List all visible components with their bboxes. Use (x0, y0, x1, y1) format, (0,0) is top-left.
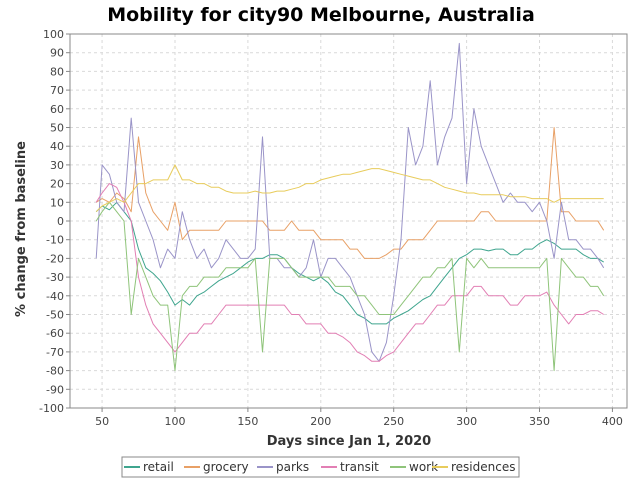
y-tick-label: -90 (46, 383, 64, 396)
y-tick-label: 100 (43, 28, 64, 41)
y-tick-label: -100 (39, 402, 64, 415)
legend-label-retail: retail (143, 460, 174, 474)
series-line-retail (95, 201, 604, 325)
y-tick-label: 10 (50, 196, 64, 209)
y-tick-label: 50 (50, 122, 64, 135)
legend-items: retail grocery parks transit work residences (124, 460, 515, 474)
legend-label-parks: parks (276, 460, 309, 474)
y-tick-label: -60 (46, 327, 64, 340)
y-axis-ticks: -100-90-80-70-60-50-40-30-20-10010203040… (39, 28, 70, 415)
series-line-transit (95, 183, 604, 362)
y-tick-label: 0 (57, 215, 64, 228)
y-tick-label: 80 (50, 65, 64, 78)
x-tick-label: 200 (310, 415, 331, 428)
x-tick-label: 100 (164, 415, 185, 428)
legend-label-grocery: grocery (203, 460, 249, 474)
x-axis-ticks: 50 100 150 200 250 300 350 400 (95, 408, 623, 428)
legend-label-work: work (409, 460, 438, 474)
x-tick-label: 350 (529, 415, 550, 428)
legend-label-transit: transit (340, 460, 379, 474)
series-line-work (95, 201, 605, 372)
x-tick-label: 250 (383, 415, 404, 428)
x-tick-label: 150 (237, 415, 258, 428)
x-tick-label: 50 (95, 415, 109, 428)
y-tick-label: 40 (50, 140, 64, 153)
y-axis-label: % change from baseline (14, 141, 29, 317)
y-tick-label: 20 (50, 178, 64, 191)
series-lines (95, 42, 605, 372)
y-tick-label: 70 (50, 84, 64, 97)
y-tick-label: 90 (50, 47, 64, 60)
chart-title: Mobility for city90 Melbourne, Australia (107, 4, 535, 26)
y-tick-label: -30 (46, 271, 64, 284)
x-tick-label: 400 (602, 415, 623, 428)
y-tick-label: -40 (46, 290, 64, 303)
y-tick-label: -70 (46, 346, 64, 359)
y-tick-label: -50 (46, 309, 64, 322)
y-tick-label: -80 (46, 365, 64, 378)
y-tick-label: -20 (46, 252, 64, 265)
y-tick-label: 60 (50, 103, 64, 116)
x-axis-label: Days since Jan 1, 2020 (267, 434, 431, 449)
y-tick-label: -10 (46, 234, 64, 247)
legend-label-residences: residences (451, 460, 515, 474)
y-tick-label: 30 (50, 159, 64, 172)
series-line-residences (95, 164, 604, 213)
legend: retail grocery parks transit work residences (121, 456, 520, 478)
legend-box (121, 456, 520, 478)
x-tick-label: 300 (456, 415, 477, 428)
series-line-parks (95, 42, 605, 362)
